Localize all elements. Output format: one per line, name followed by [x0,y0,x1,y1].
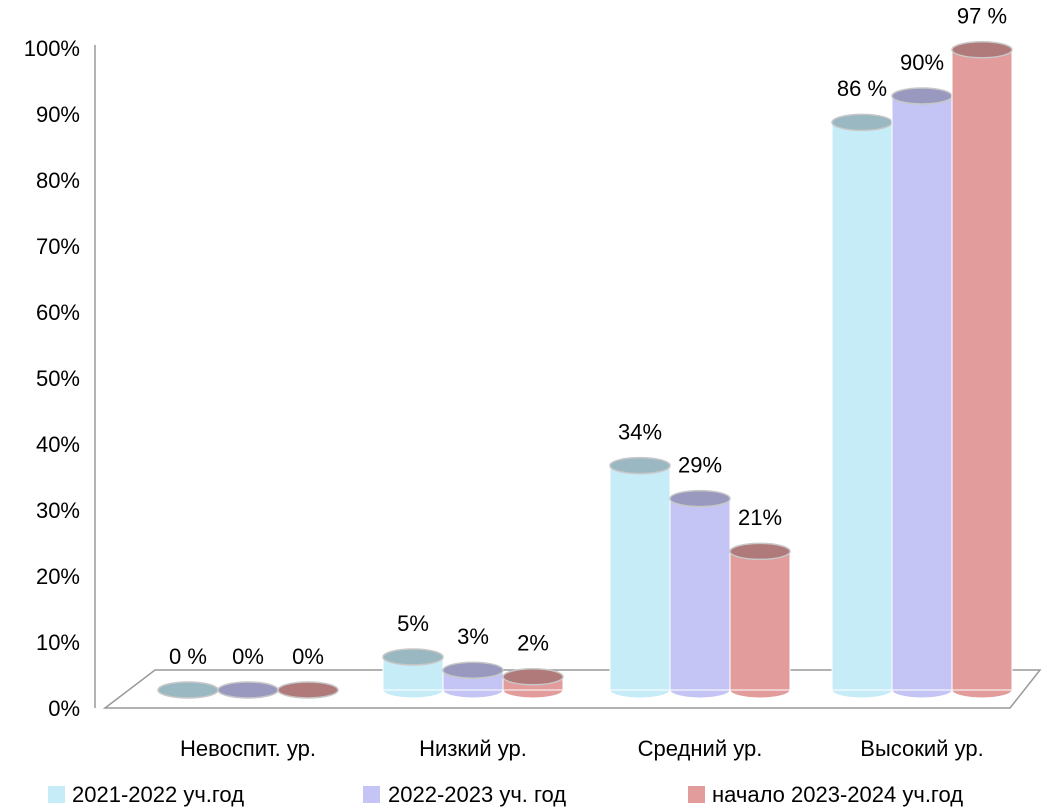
bar-body [891,95,953,691]
data-label: 86 % [837,76,887,101]
bar-top [217,681,279,699]
data-label: 5% [397,611,429,636]
bar [217,681,279,699]
bar-top [157,681,219,699]
y-tick-label: 90% [36,102,80,127]
bar-top [669,489,731,508]
data-label: 90% [900,50,944,75]
legend-label: 2022-2023 уч. год [388,782,566,807]
bar-top [831,113,893,132]
data-label: 97 % [957,4,1007,29]
bar [382,648,444,699]
legend-label: 2021-2022 уч.год [72,782,244,807]
x-tick-label: Средний ур. [638,736,763,761]
bar [831,113,893,699]
bar [891,87,953,699]
floor [102,669,1042,709]
bar [669,489,731,699]
data-label: 29% [678,452,722,477]
bar-top [277,681,339,699]
bar-body [669,498,731,691]
bar [157,681,219,699]
legend-swatch [688,786,705,803]
data-label: 0% [232,644,264,669]
legend-label: начало 2023-2024 уч.год [712,782,963,807]
data-label: 2% [517,631,549,656]
bar-top [891,87,953,105]
data-label: 0% [292,644,324,669]
bar-body [831,121,893,691]
data-label: 3% [457,624,489,649]
legend-swatch [48,786,65,803]
bar-top [951,41,1013,59]
data-label: 34% [618,419,662,444]
y-tick-label: 20% [36,564,80,589]
bar-top [609,456,671,475]
bar-top [442,661,504,679]
legend-swatch [363,786,380,803]
bar [502,668,564,699]
y-tick-label: 0% [48,696,80,721]
y-tick-label: 50% [36,366,80,391]
bar-top [502,668,564,686]
bar-body [951,49,1013,691]
y-tick-label: 100% [24,36,80,61]
y-tick-label: 70% [36,234,80,259]
y-tick-label: 80% [36,168,80,193]
y-tick-label: 60% [36,300,80,325]
bar-body [729,550,791,691]
y-tick-label: 40% [36,432,80,457]
bar [442,661,504,699]
bar-top [729,542,791,561]
bar [729,542,791,699]
y-tick-label: 30% [36,498,80,523]
bar [609,456,671,699]
data-label: 21% [738,505,782,530]
bar-body [609,465,671,691]
data-label: 0 % [169,644,207,669]
y-tick-label: 10% [36,630,80,655]
x-tick-label: Низкий ур. [419,736,527,761]
x-tick-label: Невоспит. ур. [180,736,316,761]
bar-top [382,648,444,666]
x-tick-label: Высокий ур. [860,736,983,761]
bar [277,681,339,699]
bar [951,41,1013,699]
